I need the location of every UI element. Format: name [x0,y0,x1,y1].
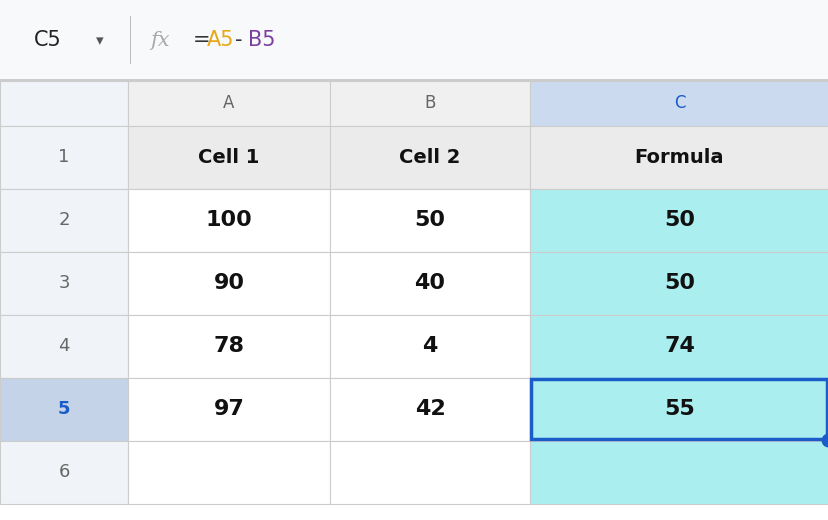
Text: 4: 4 [58,337,70,355]
Text: 5: 5 [58,400,70,419]
Bar [0,81,828,82]
Bar [529,378,828,441]
Text: ▾: ▾ [96,33,104,48]
Text: 6: 6 [58,463,70,482]
Text: 40: 40 [414,274,445,293]
Bar [128,126,330,189]
Text: Formula: Formula [634,148,724,167]
Bar [0,189,128,252]
Bar [330,441,529,504]
Text: 42: 42 [414,399,445,420]
Bar [330,81,529,126]
Bar [529,252,828,315]
Bar [0,378,128,441]
Text: fx: fx [150,31,170,50]
Text: 100: 100 [205,210,252,230]
Text: B: B [424,94,436,112]
Bar [130,16,132,64]
Bar [0,315,128,378]
Bar [128,378,330,441]
Text: B5: B5 [248,30,275,50]
Text: 90: 90 [214,274,244,293]
Text: Cell 1: Cell 1 [198,148,259,167]
Bar [330,189,529,252]
Text: 1: 1 [58,148,70,166]
Bar [529,315,828,378]
Bar [330,378,529,441]
Bar [529,189,828,252]
Bar [0,79,828,81]
Bar [0,81,128,126]
Text: A5: A5 [207,30,234,50]
Bar [128,252,330,315]
Bar [0,126,128,189]
Text: 50: 50 [663,210,694,230]
Text: -: - [234,30,243,50]
Bar [128,189,330,252]
Text: 2: 2 [58,211,70,229]
Text: =: = [193,30,210,50]
Text: C: C [673,94,685,112]
Text: 97: 97 [214,399,244,420]
Bar [128,81,330,126]
Text: 4: 4 [421,336,437,356]
Bar [529,441,828,504]
Text: 74: 74 [663,336,694,356]
Bar [330,126,529,189]
Text: A: A [223,94,234,112]
Text: 55: 55 [663,399,694,420]
Bar [0,252,128,315]
Text: 50: 50 [663,274,694,293]
Text: 50: 50 [414,210,445,230]
Text: 3: 3 [58,274,70,292]
Bar [0,441,128,504]
Bar [128,441,330,504]
Bar [529,126,828,189]
Text: 78: 78 [214,336,244,356]
Text: Cell 2: Cell 2 [399,148,460,167]
Bar [330,315,529,378]
Bar [529,81,828,126]
Text: C5: C5 [34,30,62,50]
Bar [128,315,330,378]
Bar [531,380,826,439]
Bar [330,252,529,315]
